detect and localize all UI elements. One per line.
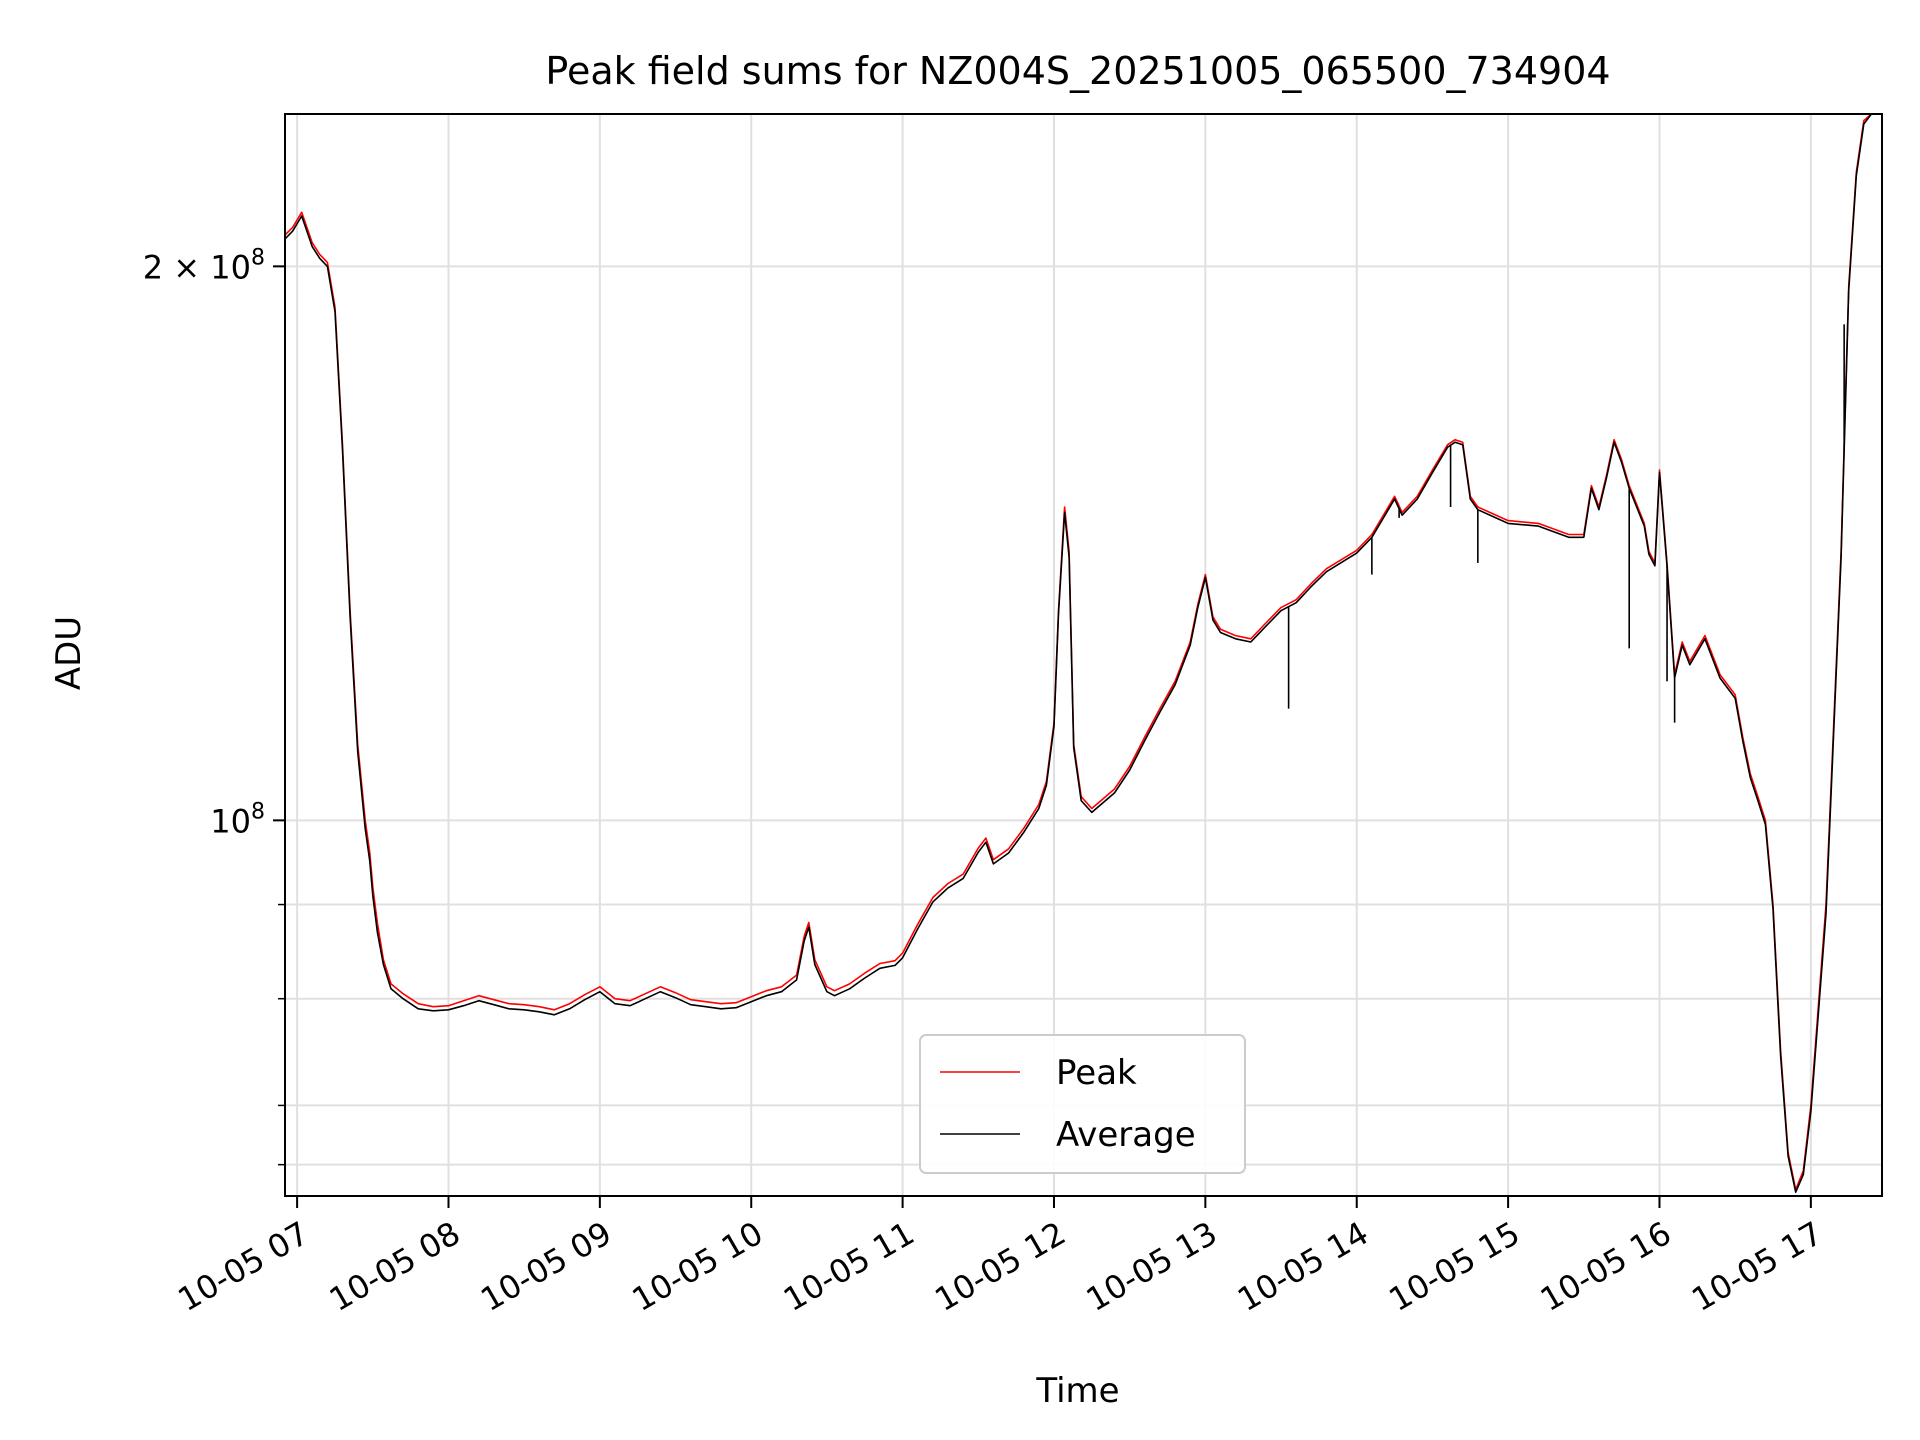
x-tick-label: 10-05 11 (777, 1214, 921, 1319)
legend: Peak Average (919, 1034, 1246, 1174)
y-tick-label: 108 (210, 799, 265, 840)
series-layer (285, 114, 1879, 1193)
plot-frame (284, 113, 1883, 1197)
x-tick-label: 10-05 10 (626, 1214, 770, 1319)
x-axis-label: Time (1035, 1371, 1119, 1411)
y-axis: 108 2 × 108 (143, 245, 285, 1166)
legend-average-label: Average (1056, 1115, 1196, 1155)
x-tick-label: 10-05 16 (1534, 1214, 1678, 1319)
chart-title: Peak field sums for NZ004S_20251005_0655… (545, 49, 1610, 93)
x-tick-label: 10-05 13 (1080, 1214, 1224, 1319)
y-tick-label: 2 × 108 (143, 245, 265, 286)
x-tick-label: 10-05 14 (1231, 1214, 1375, 1319)
x-axis: 10-05 07 10-05 08 10-05 09 10-05 10 10-05 11… (172, 1196, 1829, 1319)
x-tick-label: 10-05 12 (928, 1214, 1072, 1319)
x-tick-label: 10-05 09 (474, 1214, 618, 1319)
y-axis-label: ADU (49, 616, 89, 690)
x-tick-label: 10-05 08 (323, 1214, 467, 1319)
x-tick-label: 10-05 07 (172, 1214, 316, 1319)
series-line-average (285, 114, 1879, 1193)
x-tick-label: 10-05 15 (1383, 1214, 1527, 1319)
legend-box (919, 1034, 1246, 1174)
legend-peak-label: Peak (1056, 1053, 1137, 1093)
x-tick-label: 10-05 17 (1685, 1214, 1829, 1319)
grid (285, 114, 1882, 1196)
series-line-peak (285, 114, 1879, 1191)
